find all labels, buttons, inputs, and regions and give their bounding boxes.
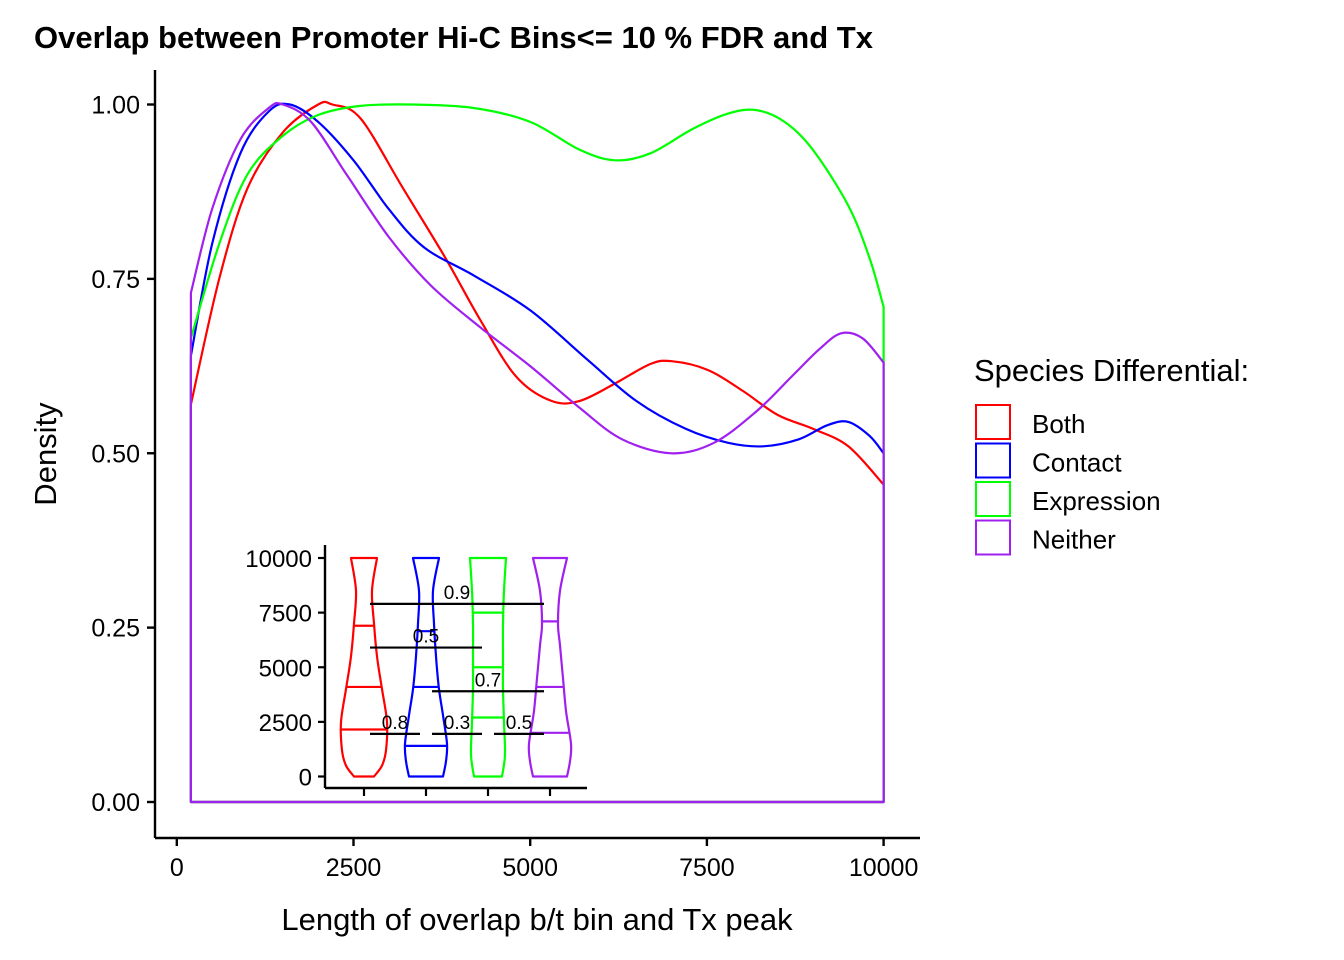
y-tick-label: 0.25 (91, 615, 140, 643)
legend-label-neither: Neither (1032, 525, 1116, 555)
y-tick-label: 0.50 (91, 440, 140, 468)
y-tick-label: 1.00 (91, 92, 140, 120)
violin-contact (403, 556, 449, 778)
inset-y-axis-ticks: 0 2500 5000 7500 10000 (245, 546, 325, 792)
legend-label-contact: Contact (1032, 448, 1122, 478)
legend-swatch-neither (975, 519, 1011, 556)
x-tick-label: 5000 (502, 854, 558, 882)
x-axis-ticks: 0 2500 5000 7500 10000 (170, 838, 919, 882)
inset-violin-plot: 0 2500 5000 7500 10000 0.9 0.5 0.7 0.8 0.3 0.5 (245, 545, 587, 796)
x-tick-label: 0 (170, 854, 184, 882)
density-curves (189, 100, 885, 804)
density-line-neither (189, 101, 885, 804)
legend-swatch-both (975, 404, 1011, 440)
density-line-both (189, 100, 885, 804)
violin-neither (527, 556, 573, 778)
y-tick-label: 0.75 (91, 266, 140, 294)
comparison-p-value: 0.3 (444, 713, 470, 734)
y-tick-label: 0.00 (91, 789, 140, 817)
x-tick-label: 2500 (326, 854, 382, 882)
x-axis-title: Length of overlap b/t bin and Tx peak (281, 902, 793, 937)
legend-label-expression: Expression (1032, 486, 1161, 516)
inset-y-tick-label: 10000 (245, 546, 312, 573)
violin-both (339, 556, 389, 778)
inset-x-axis-ticks (362, 788, 552, 796)
x-tick-label: 7500 (679, 854, 735, 882)
inset-y-tick-label: 2500 (259, 710, 312, 737)
inset-y-tick-label: 7500 (259, 601, 312, 628)
chart-title: Overlap between Promoter Hi-C Bins<= 10 … (34, 20, 874, 55)
x-tick-label: 10000 (849, 854, 919, 882)
comparison-p-value: 0.7 (475, 670, 501, 691)
comparison-p-value: 0.5 (413, 627, 439, 648)
comparison-p-value: 0.8 (382, 713, 408, 734)
legend: Species Differential: Both Contact Express… (974, 353, 1249, 556)
inset-y-tick-label: 5000 (259, 655, 312, 682)
y-axis-title: Density (28, 402, 63, 506)
density-line-contact (189, 102, 885, 804)
inset-y-tick-label: 0 (299, 765, 312, 792)
legend-swatch-expression (975, 481, 1011, 517)
density-line-expression (189, 103, 885, 804)
comparison-brackets: 0.9 0.5 0.7 0.8 0.3 0.5 (370, 583, 544, 735)
comparison-p-value: 0.9 (444, 583, 470, 604)
legend-label-both: Both (1032, 409, 1086, 439)
legend-swatch-contact (975, 442, 1011, 479)
y-axis-ticks: 0.00 0.25 0.50 0.75 1.00 (91, 92, 155, 817)
comparison-p-value: 0.5 (506, 713, 532, 734)
legend-title: Species Differential: (974, 353, 1249, 388)
